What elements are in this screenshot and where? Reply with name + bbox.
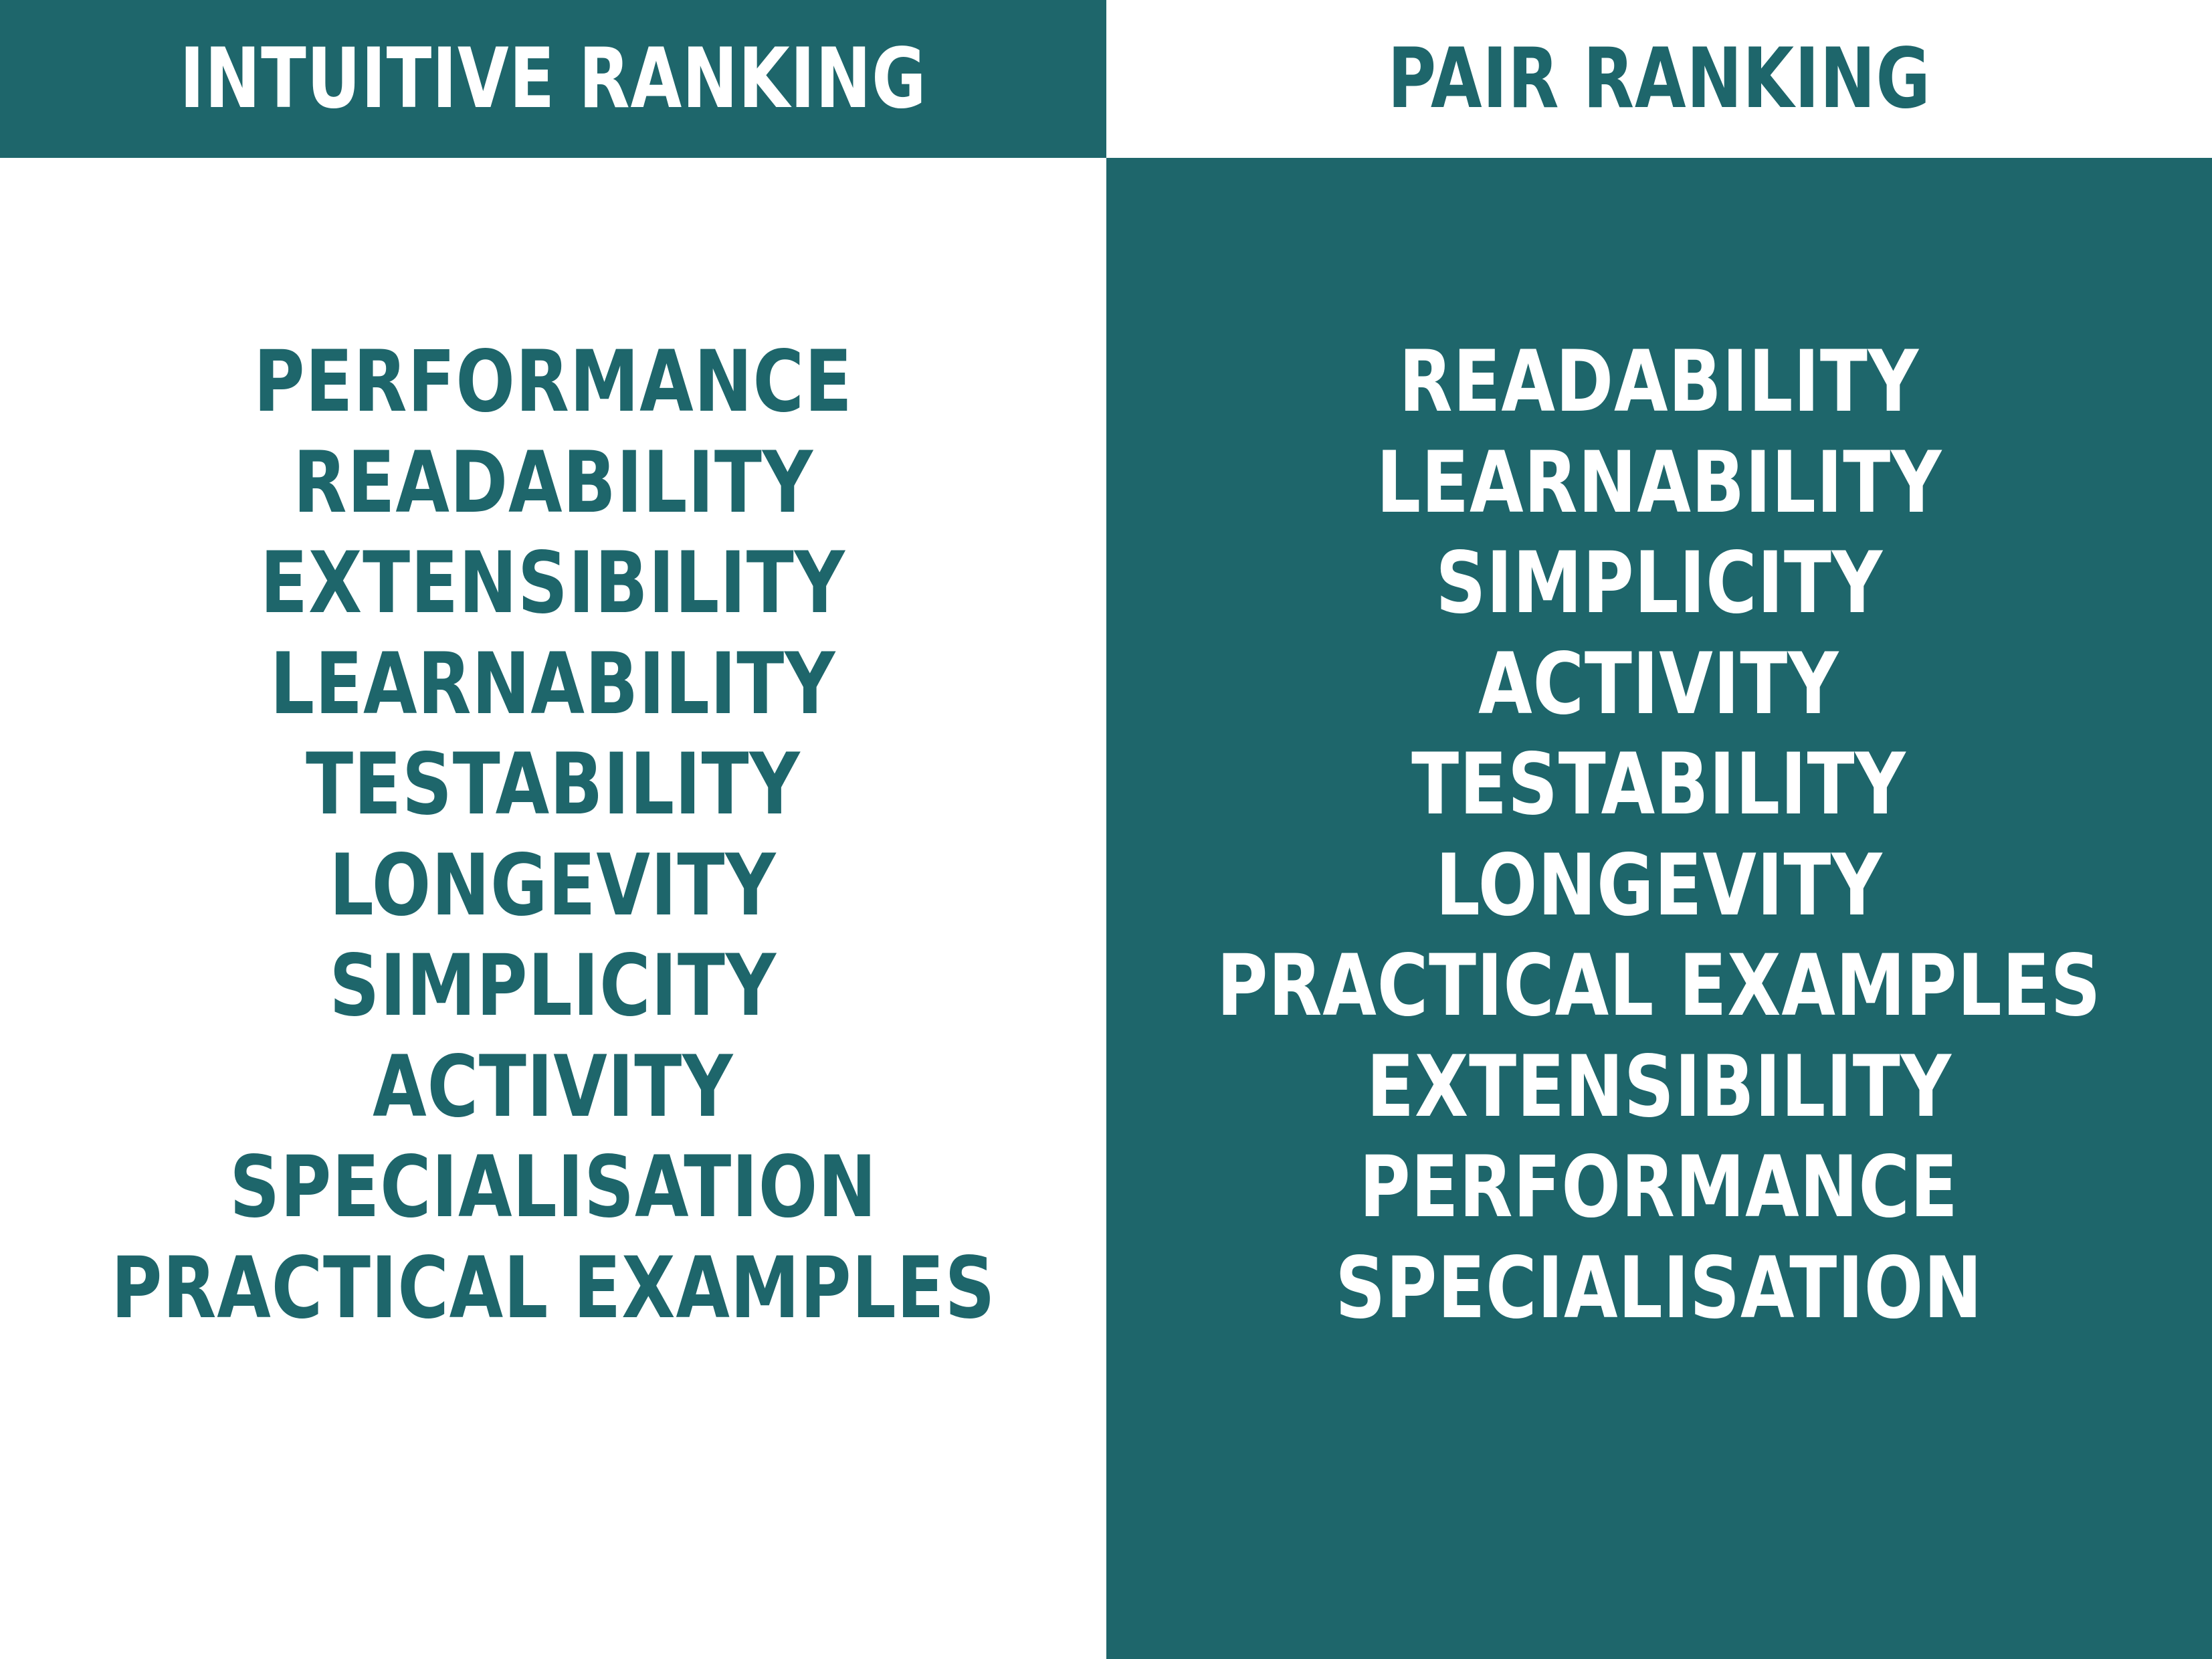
list-item: LEARNABILITY (1376, 432, 1942, 532)
list-item: EXTENSIBILITY (1366, 1036, 1952, 1136)
list-item: READABILITY (292, 432, 813, 532)
list-item: LEARNABILITY (270, 633, 836, 733)
list-item: PERFORMANCE (254, 332, 853, 431)
list-item: SPECIALISATION (229, 1137, 877, 1236)
list-item: SPECIALISATION (1335, 1238, 1983, 1337)
list-item: PERFORMANCE (1359, 1137, 1958, 1236)
list-item: READABILITY (1399, 332, 1920, 431)
pair-ranking-header: PAIR RANKING (1106, 0, 2212, 158)
list-item: PRACTICAL EXAMPLES (1217, 936, 2102, 1035)
pair-ranking-column: PAIR RANKING READABILITY LEARNABILITY SI… (1106, 0, 2212, 1659)
list-item: TESTABILITY (306, 735, 801, 834)
intuitive-ranking-title: INTUITIVE RANKING (179, 31, 927, 127)
pair-ranking-list: READABILITY LEARNABILITY SIMPLICITY ACTI… (1106, 158, 2212, 1659)
pair-ranking-title: PAIR RANKING (1387, 31, 1931, 127)
intuitive-ranking-column: INTUITIVE RANKING PERFORMANCE READABILIT… (0, 0, 1106, 1659)
list-item: LONGEVITY (329, 835, 777, 935)
intuitive-ranking-header: INTUITIVE RANKING (0, 0, 1106, 158)
list-item: EXTENSIBILITY (260, 533, 846, 632)
list-item: ACTIVITY (1478, 633, 1839, 733)
list-item: TESTABILITY (1411, 735, 1906, 834)
list-item: ACTIVITY (373, 1036, 734, 1136)
intuitive-ranking-list: PERFORMANCE READABILITY EXTENSIBILITY LE… (0, 158, 1106, 1659)
list-item: SIMPLICITY (329, 936, 777, 1035)
list-item: SIMPLICITY (1435, 533, 1883, 632)
list-item: LONGEVITY (1435, 835, 1883, 935)
list-item: PRACTICAL EXAMPLES (110, 1238, 995, 1337)
